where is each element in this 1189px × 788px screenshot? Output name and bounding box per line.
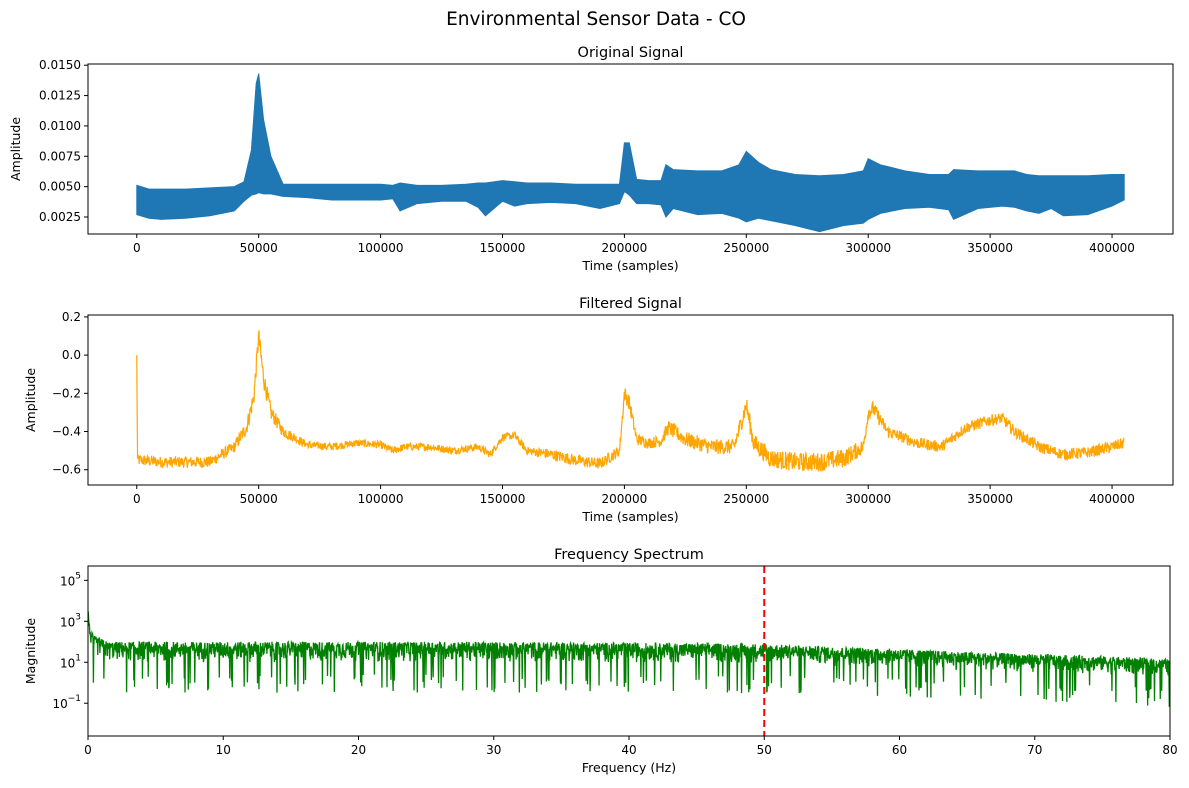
x-tick-label: 20: [351, 743, 366, 757]
y-tick-label: 103: [60, 612, 81, 629]
y-tick-label: −0.2: [52, 386, 81, 400]
original-signal-axes-frame: [87, 63, 1174, 235]
x-tick-label: 50: [757, 743, 772, 757]
filtered-signal-series-line: [136, 330, 1125, 472]
x-tick-label: 0: [84, 743, 92, 757]
y-tick-label: −0.6: [52, 463, 81, 477]
x-tick-label: 300000: [845, 241, 891, 255]
x-tick-label: 60: [892, 743, 907, 757]
y-tick-label: 105: [60, 571, 81, 588]
original-signal-panel: Original Signal 0 50000 100000 150000 200000 2…: [8, 45, 1174, 273]
x-tick-label: 400000: [1089, 492, 1135, 506]
y-tick-label: 101: [60, 653, 81, 670]
x-tick-label: 350000: [967, 492, 1013, 506]
frequency-spectrum-series-line: [88, 610, 1170, 707]
x-tick-label: 350000: [967, 241, 1013, 255]
x-tick-label: 250000: [723, 241, 769, 255]
x-tick-label: 30: [486, 743, 501, 757]
x-tick-label: 80: [1162, 743, 1177, 757]
y-tick-label: 0.0025: [39, 210, 81, 224]
y-tick-label: 0.0150: [39, 58, 81, 72]
x-tick-label: 0: [133, 492, 141, 506]
x-tick-label: 50000: [240, 241, 278, 255]
y-tick-label: 0.0125: [39, 89, 81, 103]
x-tick-label: 400000: [1089, 241, 1135, 255]
y-tick-label: 0.2: [62, 310, 81, 324]
original-signal-series-line: [136, 73, 1125, 233]
x-tick-label: 40: [621, 743, 636, 757]
frequency-spectrum-xlabel: Frequency (Hz): [582, 760, 676, 775]
filtered-signal-ylabel: Amplitude: [23, 368, 38, 432]
x-tick-label: 70: [1027, 743, 1042, 757]
y-tick-label: −0.4: [52, 425, 81, 439]
frequency-spectrum-ylabel: Magnitude: [23, 618, 38, 685]
filtered-signal-panel: Filtered Signal 0 50000 100000 150000 200000 2…: [23, 296, 1174, 524]
x-tick-label: 0: [133, 241, 141, 255]
figure-suptitle: Environmental Sensor Data - CO: [446, 9, 746, 30]
x-tick-label: 100000: [358, 241, 404, 255]
x-tick-label: 100000: [358, 492, 404, 506]
x-tick-label: 300000: [845, 492, 891, 506]
original-signal-xlabel: Time (samples): [581, 258, 678, 273]
x-tick-label: 150000: [480, 241, 526, 255]
frequency-spectrum-panel: Frequency Spectrum 0 10 20 30 40 50 60 70 80 10−1 1…: [23, 547, 1178, 775]
original-signal-plot-area: [136, 73, 1125, 233]
frequency-spectrum-plot-area: [88, 610, 1170, 707]
y-tick-label: 0.0100: [39, 119, 81, 133]
filtered-signal-plot-area: [136, 330, 1125, 472]
x-tick-label: 10: [216, 743, 231, 757]
x-tick-label: 50000: [240, 492, 278, 506]
frequency-spectrum-title: Frequency Spectrum: [554, 547, 704, 563]
x-tick-label: 200000: [601, 241, 647, 255]
original-signal-ylabel: Amplitude: [8, 117, 23, 181]
y-tick-label: 0.0050: [39, 180, 81, 194]
original-signal-title: Original Signal: [578, 45, 684, 61]
filtered-signal-xlabel: Time (samples): [581, 509, 678, 524]
y-tick-label: 0.0: [62, 348, 81, 362]
x-tick-label: 250000: [723, 492, 769, 506]
x-tick-label: 150000: [480, 492, 526, 506]
y-tick-label: 10−1: [52, 694, 81, 711]
filtered-signal-axes-frame: [87, 314, 1174, 486]
y-tick-label: 0.0075: [39, 149, 81, 163]
x-tick-label: 200000: [601, 492, 647, 506]
filtered-signal-title: Filtered Signal: [579, 296, 682, 312]
